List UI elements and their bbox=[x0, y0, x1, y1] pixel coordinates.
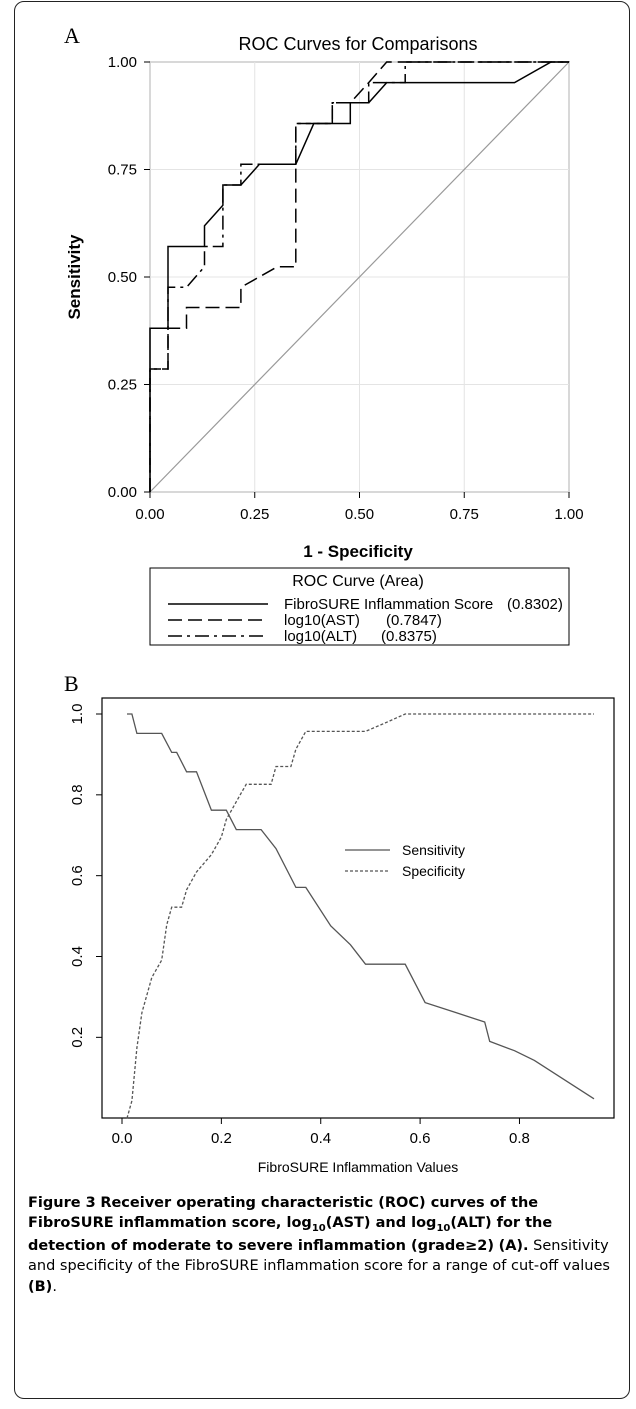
caption-ref-b: (B) bbox=[28, 1278, 53, 1295]
legend-label: log10(AST) bbox=[284, 612, 360, 629]
figure-label: Figure 3 bbox=[28, 1195, 96, 1211]
sensitivity-specificity-panel: B 0.2 0.4 0.6 0.8 1.0 0.0 0.2 0.4 0.6 0.8 FibroS… bbox=[64, 671, 615, 1175]
caption-text-1: Sensitivity and specificity of the Fibro… bbox=[28, 1238, 610, 1275]
y-tick-label: 1.0 bbox=[69, 704, 86, 725]
y-axis-label: Sensitivity bbox=[65, 234, 84, 320]
series-group-b bbox=[126, 713, 595, 1119]
legend-area: (0.8302) bbox=[507, 596, 563, 613]
y-ticks: 0.00 0.25 0.50 0.75 1.00 bbox=[108, 54, 150, 501]
y-tick-label: 0.50 bbox=[108, 269, 137, 286]
caption-text-2: . bbox=[52, 1278, 57, 1295]
legend-specificity-label: Specificity bbox=[402, 863, 465, 879]
legend-title: ROC Curve (Area) bbox=[292, 573, 424, 590]
legend-area: (0.7847) bbox=[386, 612, 442, 629]
y-tick-label: 0.00 bbox=[108, 484, 137, 501]
x-ticks-b: 0.0 0.2 0.4 0.6 0.8 bbox=[112, 1118, 530, 1147]
panel-b-letter: B bbox=[64, 671, 79, 696]
roc-series-group bbox=[149, 61, 569, 492]
y-tick-label: 0.8 bbox=[69, 784, 86, 805]
x-axis-label: 1 - Specificity bbox=[303, 542, 413, 561]
x-tick-label: 1.00 bbox=[554, 506, 583, 523]
x-tick-label: 0.00 bbox=[135, 506, 164, 523]
x-tick-label: 0.8 bbox=[509, 1130, 530, 1147]
plot-area-b bbox=[101, 697, 615, 1119]
legend-area: (0.8375) bbox=[381, 628, 437, 645]
y-tick-label: 1.00 bbox=[108, 54, 137, 71]
y-tick-label: 0.75 bbox=[108, 162, 137, 179]
panel-a-letter: A bbox=[64, 23, 80, 48]
caption-sub-2: 10 bbox=[436, 1223, 451, 1235]
x-ticks: 0.00 0.25 0.50 0.75 1.00 bbox=[135, 492, 584, 523]
x-tick-label: 0.2 bbox=[211, 1130, 232, 1147]
caption-bold-3: (ALT) for the detection of moderate to s… bbox=[28, 1215, 553, 1255]
figure-caption: Figure 3 Receiver operating characterist… bbox=[28, 1193, 624, 1297]
legend-label: FibroSURE Inflammation Score bbox=[284, 596, 493, 613]
legend-b: Sensitivity Specificity bbox=[345, 842, 465, 879]
roc-curve-dashdot bbox=[149, 61, 569, 492]
roc-panel: A ROC Curves for Comparisons 0.00 0.25 0.5… bbox=[64, 23, 584, 646]
caption-ref-a: (A). bbox=[498, 1238, 529, 1255]
y-tick-label: 0.4 bbox=[69, 946, 86, 967]
caption-bold-1: Receiver operating characteristic (ROC) … bbox=[28, 1195, 539, 1232]
x-tick-label: 0.25 bbox=[240, 506, 269, 523]
y-tick-label: 0.25 bbox=[108, 377, 137, 394]
x-tick-label: 0.75 bbox=[450, 506, 479, 523]
series-specificity bbox=[126, 713, 594, 1119]
legend-box bbox=[149, 567, 570, 646]
figure-frame bbox=[14, 1, 630, 1399]
reference-diagonal bbox=[149, 61, 570, 493]
legend-sensitivity-label: Sensitivity bbox=[402, 842, 465, 858]
caption-sub-1: 10 bbox=[311, 1223, 326, 1235]
x-tick-label: 0.50 bbox=[345, 506, 374, 523]
x-axis-label-b: FibroSURE Inflammation Values bbox=[258, 1159, 458, 1175]
legend-label: log10(ALT) bbox=[284, 628, 357, 645]
x-tick-label: 0.0 bbox=[112, 1130, 133, 1147]
legend: ROC Curve (Area) FibroSURE Inflammation … bbox=[149, 567, 570, 646]
y-ticks-b: 0.2 0.4 0.6 0.8 1.0 bbox=[69, 704, 102, 1048]
x-tick-label: 0.6 bbox=[410, 1130, 431, 1147]
chart-title: ROC Curves for Comparisons bbox=[238, 34, 477, 54]
series-sensitivity bbox=[127, 713, 595, 1100]
caption-bold-2: (AST) and log bbox=[325, 1215, 437, 1232]
y-tick-label: 0.6 bbox=[69, 865, 86, 886]
y-tick-label: 0.2 bbox=[69, 1027, 86, 1048]
x-tick-label: 0.4 bbox=[310, 1130, 331, 1147]
